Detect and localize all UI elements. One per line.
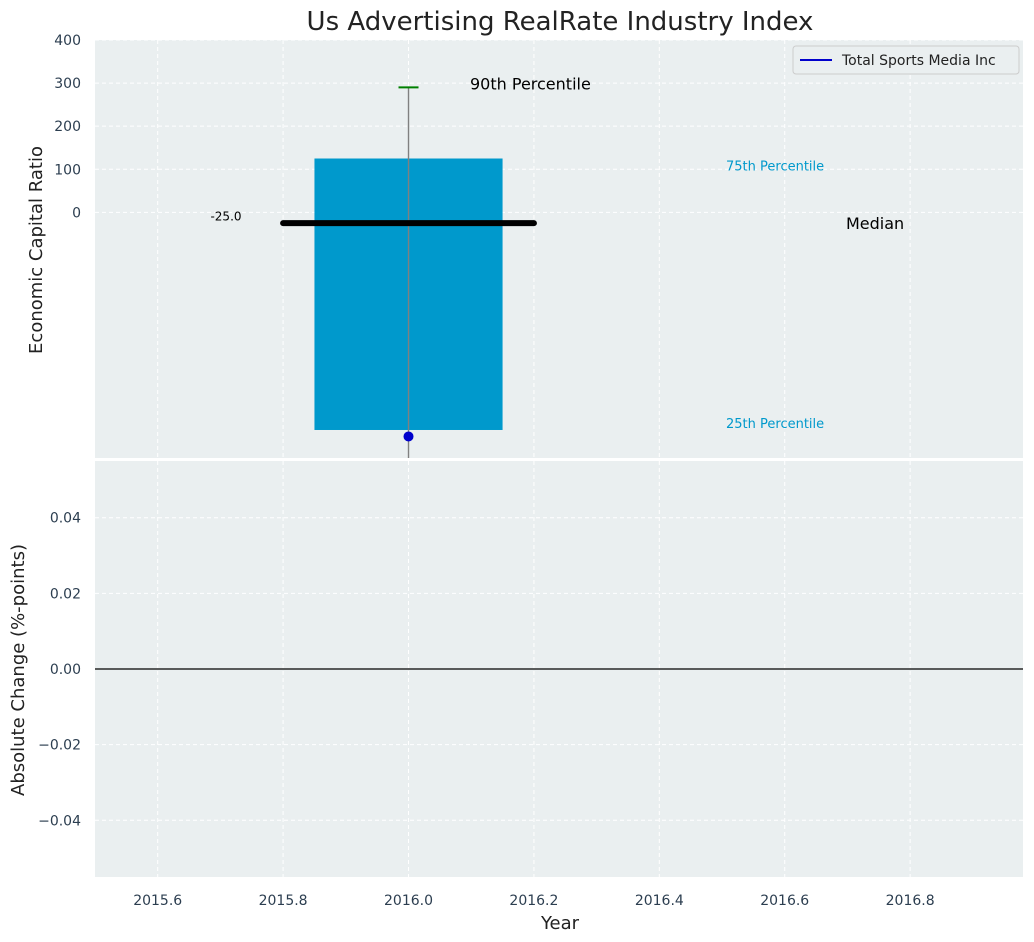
legend-box [792, 45, 1020, 75]
bottom-y-axis-label: Absolute Change (%-points) [8, 544, 29, 796]
x-tick-label: 2016.6 [760, 893, 809, 909]
x-tick-label: 2016.4 [635, 893, 684, 909]
legend-label: Total Sports Media Inc [841, 53, 996, 69]
top-y-ticks: 400 300 200 100 0 [54, 33, 81, 221]
x-tick-label: 2015.6 [133, 893, 182, 909]
top-y-tick-label: 100 [54, 162, 81, 178]
top-panel-background [95, 40, 1023, 458]
top-y-tick-label: 400 [54, 33, 81, 49]
top-panel: 400 300 200 100 0 -25.0 90th Percentile 75th P… [26, 33, 1023, 458]
bottom-y-tick-label: −0.02 [38, 738, 81, 754]
top-y-tick-label: 200 [54, 119, 81, 135]
bottom-y-tick-label: 0.04 [50, 511, 81, 527]
top-y-tick-label: 0 [72, 205, 81, 221]
annotation-median: Median [846, 214, 904, 233]
bottom-y-ticks: 0.04 0.02 0.00 −0.02 −0.04 [38, 511, 81, 830]
top-y-tick-label: 300 [54, 76, 81, 92]
top-grid [95, 39, 1023, 458]
bottom-y-tick-label: −0.04 [38, 813, 81, 829]
bottom-x-ticks: 2015.6 2015.8 2016.0 2016.2 2016.4 2016.6 2016… [133, 893, 934, 909]
bottom-y-tick-label: 0.02 [50, 586, 81, 602]
annotation-p25: 25th Percentile [726, 417, 824, 432]
company-point [403, 431, 414, 442]
annotation-p90: 90th Percentile [470, 74, 591, 93]
top-y-axis-label: Economic Capital Ratio [26, 146, 47, 354]
x-tick-label: 2016.8 [886, 893, 935, 909]
annotation-p75: 75th Percentile [726, 160, 824, 175]
median-value-label: -25.0 [210, 209, 241, 223]
x-axis-label: Year [540, 913, 580, 934]
x-tick-label: 2015.8 [259, 893, 308, 909]
x-tick-label: 2016.2 [509, 893, 558, 909]
top-marks: -25.0 90th Percentile 75th Percentile Media… [210, 74, 904, 458]
legend: Total Sports Media Inc [792, 45, 1020, 75]
bottom-panel: 0.04 0.02 0.00 −0.02 −0.04 2015.6 2015.8 2016.… [8, 461, 1023, 934]
chart-title: Us Advertising RealRate Industry Index [307, 7, 814, 37]
x-tick-label: 2016.0 [384, 893, 433, 909]
bottom-y-tick-label: 0.00 [50, 662, 81, 678]
